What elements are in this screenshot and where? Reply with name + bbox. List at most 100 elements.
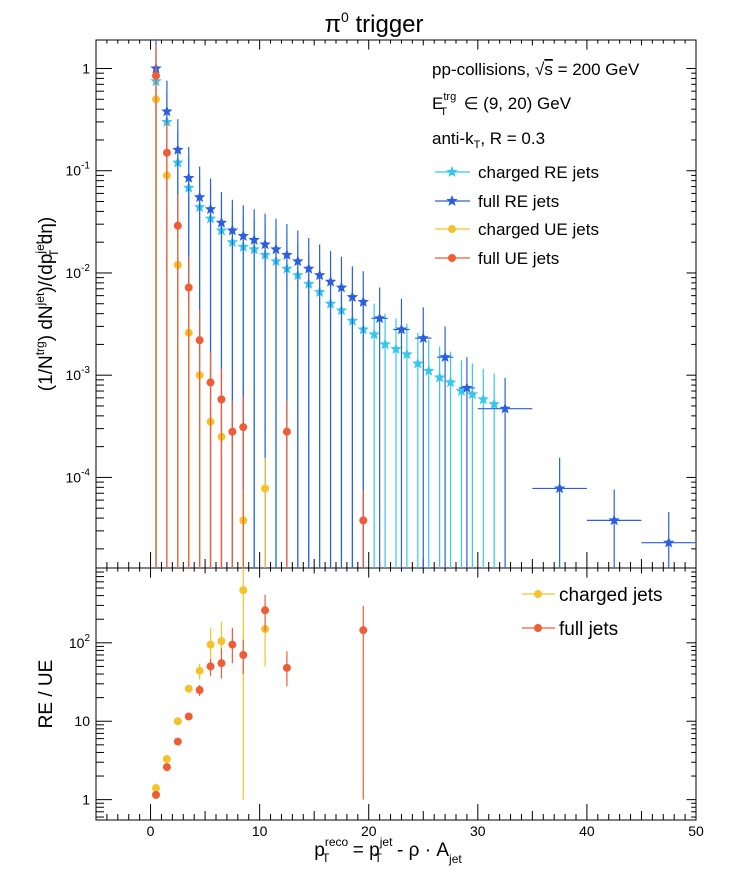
data-point [412,332,424,568]
lower-y-tick-label: 10 [74,713,90,729]
data-marker [359,516,368,525]
data-point [313,244,326,568]
data-marker [184,283,193,292]
data-marker [439,351,451,363]
data-marker [466,388,479,400]
legend-entry-charged-ue: charged UE jets [435,220,599,239]
data-marker [433,371,446,383]
data-point [217,368,226,568]
data-marker [228,427,237,436]
data-marker [261,606,270,615]
data-marker [373,312,386,324]
data-point [436,326,454,568]
data-point [173,737,182,746]
data-marker [193,191,206,203]
data-point [152,790,160,799]
data-point [206,627,215,664]
lower-series [152,568,368,800]
data-marker [162,763,171,772]
collision-annotation: pp-collisions, √s = 200 GeV [432,60,640,79]
data-marker [282,427,291,436]
legend-marker-charged-ue [448,225,456,233]
data-marker [239,650,248,659]
data-point [270,218,282,568]
data-point [184,684,193,693]
data-marker [184,712,193,721]
data-marker [401,348,413,360]
data-marker [172,143,184,155]
data-point [292,230,304,568]
data-marker [152,71,160,80]
legend-marker-charged-re [446,166,458,177]
data-point [248,209,260,568]
lower-y-tick-label: 102 [69,633,91,651]
legend-label-charged-re: charged RE jets [478,163,599,182]
data-marker [395,323,408,335]
data-marker [461,381,473,393]
data-point [423,340,435,568]
x-tick-label: 10 [252,823,268,839]
data-marker [248,234,260,245]
data-marker [455,385,468,396]
data-marker [217,659,226,668]
x-axis-label: preco T = pjet T - ρ · Ajet [314,835,462,866]
sqrt-s-variable: s [544,60,553,79]
data-point [261,594,270,632]
upper-axes: 1 10-1 10-2 10-3 10-4 [66,40,697,568]
data-marker [206,378,215,387]
upper-y-tick-label: 10-3 [66,365,91,383]
data-marker [477,393,489,405]
legend-label-charged-jets: charged jets [559,585,663,606]
data-marker [313,269,326,281]
legend-entry-full-ue: full UE jets [435,249,559,268]
data-point [173,717,182,726]
data-marker [217,395,226,404]
data-point [346,266,359,568]
data-point [641,511,696,568]
data-marker [226,224,239,236]
data-marker [206,640,215,649]
jet-algorithm-annotation: anti-kT, R = 0.3 [432,129,545,151]
data-marker [417,332,429,344]
data-point [162,763,171,772]
data-marker [292,255,304,267]
data-marker [173,717,182,726]
upper-y-tick-label: 10-1 [66,161,91,179]
data-marker [281,248,293,260]
trigger-energy-annotation: Etrg T ∈ (9, 20) GeV [432,91,572,118]
data-point [206,659,215,676]
data-marker [259,238,271,250]
x-tick-label: 0 [147,823,155,839]
data-marker [444,376,457,388]
x-tick-label: 50 [688,823,704,839]
data-point [458,357,476,568]
data-point [488,373,500,568]
x-tick-label: 30 [470,823,486,839]
data-marker [206,662,215,671]
lower-legend: charged jets full jets [522,585,663,640]
data-point [444,351,457,568]
data-marker [488,398,500,410]
lower-y-tick-label: 1 [82,792,90,808]
data-point [359,489,368,568]
data-point [195,684,204,696]
data-marker [237,229,249,241]
data-marker [239,586,248,595]
data-marker [173,221,182,230]
data-point [455,360,468,568]
data-marker [282,663,291,672]
data-marker [499,402,511,414]
data-point [359,605,368,800]
data-marker [215,216,228,228]
data-point [152,44,160,568]
legend-entry-full-re: full RE jets [435,192,559,211]
data-point [390,318,402,568]
data-point [173,194,182,568]
data-point [379,313,391,568]
data-marker [161,105,173,117]
data-point [228,400,237,568]
legend-entry-charged-jets: charged jets [522,585,663,606]
data-marker [162,754,171,763]
